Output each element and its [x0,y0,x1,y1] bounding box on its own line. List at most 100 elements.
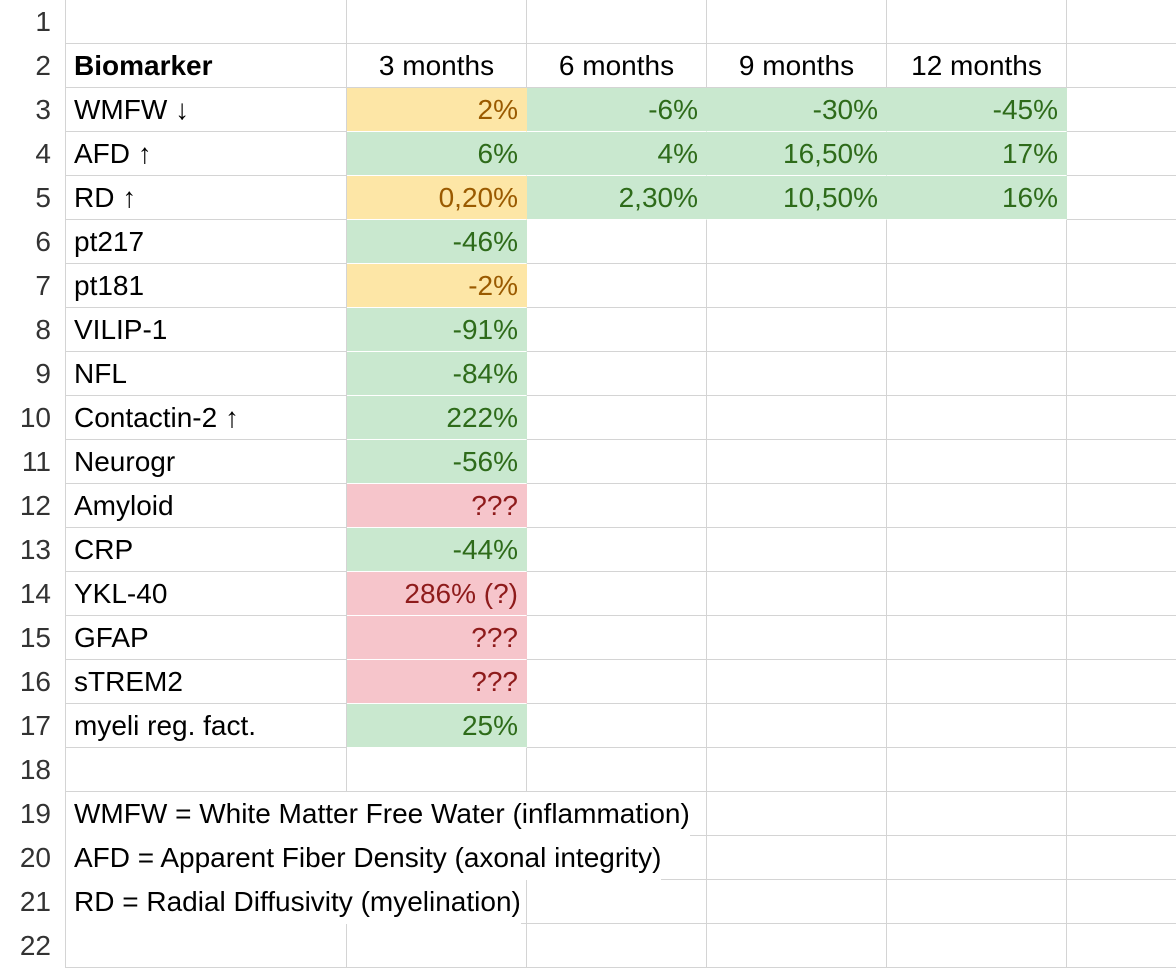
biomarker-name[interactable]: Neurogr [66,440,347,484]
biomarker-name[interactable]: GFAP [66,616,347,660]
sheet-cell[interactable] [527,352,707,396]
biomarker-name[interactable]: WMFW ↓ [66,88,347,132]
sheet-cell[interactable] [1067,308,1176,352]
biomarker-name[interactable]: myeli reg. fact. [66,704,347,748]
value-12-months[interactable]: 16% [887,176,1067,220]
legend-note[interactable]: RD = Radial Diffusivity (myelination) [66,880,521,924]
sheet-cell[interactable] [527,264,707,308]
sheet-cell[interactable] [887,660,1067,704]
row-number[interactable]: 6 [0,220,66,264]
sheet-cell[interactable] [1067,748,1176,792]
value-3-months[interactable]: -44% [347,528,527,572]
sheet-cell[interactable] [1067,616,1176,660]
sheet-cell[interactable] [707,264,887,308]
sheet-cell[interactable] [527,660,707,704]
value-3-months[interactable]: 2% [347,88,527,132]
row-number[interactable]: 22 [0,924,66,968]
value-6-months[interactable]: -6% [527,88,707,132]
sheet-cell[interactable] [707,396,887,440]
header-biomarker[interactable]: Biomarker [66,44,347,88]
sheet-cell[interactable] [1067,88,1176,132]
sheet-cell[interactable] [887,616,1067,660]
sheet-cell[interactable] [887,748,1067,792]
sheet-cell[interactable] [887,0,1067,44]
sheet-cell[interactable] [527,924,707,968]
sheet-cell[interactable] [887,704,1067,748]
value-3-months[interactable]: ??? [347,484,527,528]
sheet-cell[interactable] [527,880,707,924]
value-3-months[interactable]: 222% [347,396,527,440]
header-m6[interactable]: 6 months [527,44,707,88]
sheet-cell[interactable] [887,396,1067,440]
sheet-cell[interactable] [707,836,887,880]
sheet-cell[interactable] [887,440,1067,484]
row-number[interactable]: 2 [0,44,66,88]
sheet-cell[interactable] [1067,440,1176,484]
sheet-cell[interactable] [527,528,707,572]
row-number[interactable]: 1 [0,0,66,44]
sheet-cell[interactable] [1067,836,1176,880]
value-3-months[interactable]: -2% [347,264,527,308]
legend-note[interactable]: AFD = Apparent Fiber Density (axonal int… [66,836,662,880]
sheet-cell[interactable] [527,396,707,440]
sheet-cell[interactable] [527,220,707,264]
sheet-cell[interactable] [887,220,1067,264]
sheet-cell[interactable] [1067,396,1176,440]
sheet-cell[interactable] [707,0,887,44]
biomarker-name[interactable]: Contactin-2 ↑ [66,396,347,440]
sheet-cell[interactable] [887,308,1067,352]
sheet-cell[interactable] [1067,352,1176,396]
value-3-months[interactable]: -84% [347,352,527,396]
biomarker-name[interactable]: VILIP-1 [66,308,347,352]
sheet-cell[interactable] [707,440,887,484]
sheet-cell[interactable] [1067,264,1176,308]
sheet-cell[interactable] [347,0,527,44]
sheet-cell[interactable] [887,880,1067,924]
biomarker-name[interactable]: pt217 [66,220,347,264]
sheet-cell[interactable] [707,924,887,968]
sheet-cell[interactable] [527,0,707,44]
sheet-cell[interactable] [707,616,887,660]
value-6-months[interactable]: 4% [527,132,707,176]
row-number[interactable]: 15 [0,616,66,660]
biomarker-name[interactable]: sTREM2 [66,660,347,704]
sheet-cell[interactable] [527,572,707,616]
sheet-cell[interactable] [887,836,1067,880]
value-3-months[interactable]: 286% (?) [347,572,527,616]
sheet-cell[interactable] [707,308,887,352]
sheet-cell[interactable] [887,572,1067,616]
sheet-cell[interactable] [1067,220,1176,264]
row-number[interactable]: 3 [0,88,66,132]
header-m3[interactable]: 3 months [347,44,527,88]
sheet-cell[interactable] [707,352,887,396]
row-number[interactable]: 17 [0,704,66,748]
row-number[interactable]: 7 [0,264,66,308]
value-3-months[interactable]: -46% [347,220,527,264]
sheet-cell[interactable] [1067,792,1176,836]
sheet-cell[interactable] [887,792,1067,836]
sheet-cell[interactable] [1067,44,1176,88]
row-number[interactable]: 5 [0,176,66,220]
sheet-cell[interactable] [707,660,887,704]
sheet-cell[interactable] [707,792,887,836]
sheet-cell[interactable] [707,748,887,792]
sheet-cell[interactable] [347,748,527,792]
sheet-cell[interactable] [887,924,1067,968]
sheet-cell[interactable] [707,880,887,924]
value-3-months[interactable]: -56% [347,440,527,484]
value-12-months[interactable]: -45% [887,88,1067,132]
value-6-months[interactable]: 2,30% [527,176,707,220]
sheet-cell[interactable] [887,352,1067,396]
sheet-cell[interactable] [66,0,347,44]
biomarker-name[interactable]: Amyloid [66,484,347,528]
sheet-cell[interactable] [1067,0,1176,44]
sheet-cell[interactable] [1067,924,1176,968]
biomarker-name[interactable]: AFD ↑ [66,132,347,176]
biomarker-name[interactable]: pt181 [66,264,347,308]
value-3-months[interactable]: 25% [347,704,527,748]
sheet-cell[interactable] [1067,572,1176,616]
legend-note[interactable]: WMFW = White Matter Free Water (inflamma… [66,792,690,836]
row-number[interactable]: 4 [0,132,66,176]
header-m12[interactable]: 12 months [887,44,1067,88]
biomarker-name[interactable]: NFL [66,352,347,396]
